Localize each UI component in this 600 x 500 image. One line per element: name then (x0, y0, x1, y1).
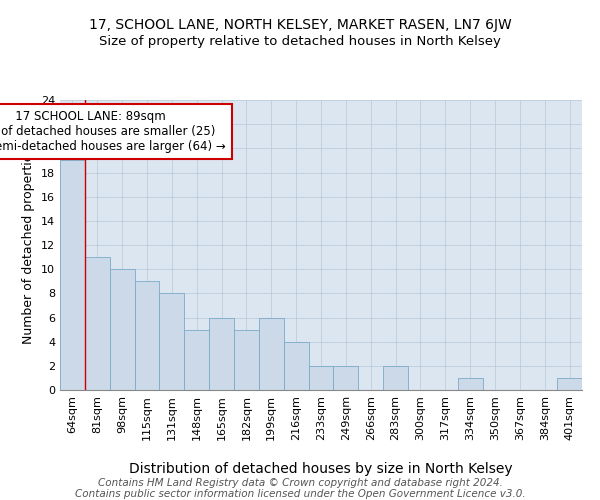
Text: Size of property relative to detached houses in North Kelsey: Size of property relative to detached ho… (99, 35, 501, 48)
Y-axis label: Number of detached properties: Number of detached properties (22, 146, 35, 344)
Text: Distribution of detached houses by size in North Kelsey: Distribution of detached houses by size … (129, 462, 513, 476)
Text: 17 SCHOOL LANE: 89sqm
 ← 28% of detached houses are smaller (25)
71% of semi-det: 17 SCHOOL LANE: 89sqm ← 28% of detached … (0, 110, 226, 152)
Bar (458, 378, 482, 390)
Bar (383, 366, 408, 390)
Text: Contains HM Land Registry data © Crown copyright and database right 2024.: Contains HM Land Registry data © Crown c… (98, 478, 502, 488)
Bar (209, 318, 234, 390)
Bar (184, 330, 209, 390)
Bar (85, 257, 110, 390)
Bar (60, 160, 85, 390)
Bar (284, 342, 308, 390)
Bar (308, 366, 334, 390)
Bar (557, 378, 582, 390)
Bar (334, 366, 358, 390)
Text: Contains public sector information licensed under the Open Government Licence v3: Contains public sector information licen… (74, 489, 526, 499)
Bar (160, 294, 184, 390)
Bar (234, 330, 259, 390)
Bar (110, 269, 134, 390)
Text: 17, SCHOOL LANE, NORTH KELSEY, MARKET RASEN, LN7 6JW: 17, SCHOOL LANE, NORTH KELSEY, MARKET RA… (89, 18, 511, 32)
Bar (259, 318, 284, 390)
Bar (134, 281, 160, 390)
